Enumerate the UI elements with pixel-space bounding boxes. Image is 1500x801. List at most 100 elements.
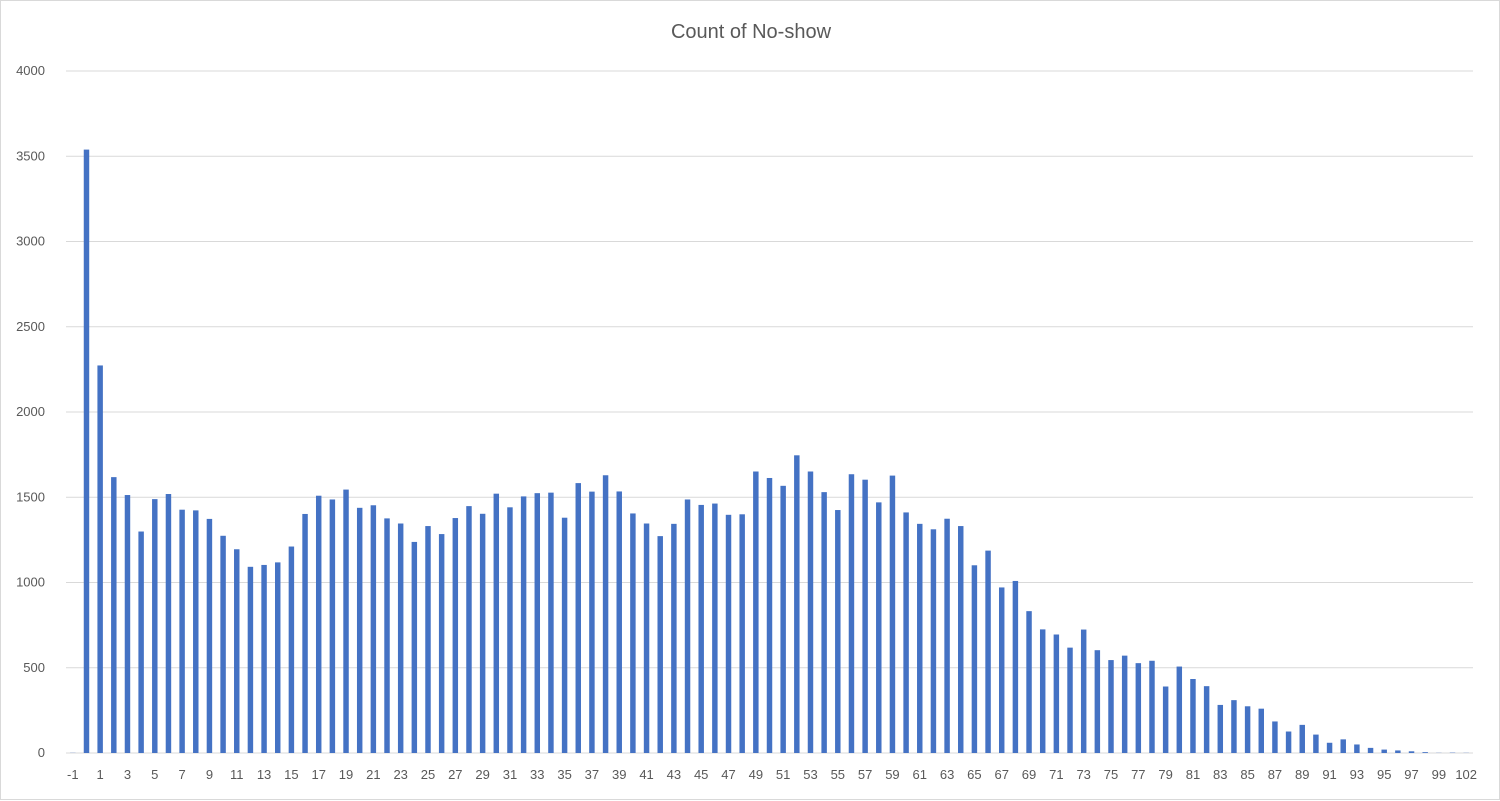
bar-81: [1190, 679, 1195, 753]
bar-27: [453, 518, 458, 753]
bar-26: [439, 534, 444, 753]
bar-13: [261, 565, 266, 753]
bar-49: [753, 472, 758, 753]
bar-1: [97, 365, 102, 753]
x-tick-label: 77: [1131, 767, 1145, 782]
x-tick-label: 7: [178, 767, 185, 782]
y-tick-label: 4000: [16, 63, 45, 78]
bar-74: [1095, 650, 1100, 753]
bar-17: [316, 496, 321, 753]
x-tick-label: 57: [858, 767, 872, 782]
y-tick-label: 0: [38, 745, 45, 760]
bar-63: [944, 519, 949, 753]
bar-61: [917, 524, 922, 753]
x-tick-label: 15: [284, 767, 298, 782]
bar-6: [166, 494, 171, 753]
bar-54: [821, 492, 826, 753]
bar-3: [125, 495, 130, 753]
bar-28: [466, 506, 471, 753]
bar-53: [808, 472, 813, 753]
bar-75: [1108, 660, 1113, 753]
bar-14: [275, 562, 280, 753]
bar-38: [603, 475, 608, 753]
bar-40: [630, 513, 635, 753]
bar-68: [1013, 581, 1018, 753]
bar-7: [179, 510, 184, 753]
x-tick-label: 53: [803, 767, 817, 782]
x-tick-label: 3: [124, 767, 131, 782]
bar-25: [425, 526, 430, 753]
bar-62: [931, 529, 936, 753]
x-tick-label: 73: [1076, 767, 1090, 782]
bar-39: [617, 491, 622, 753]
bar-71: [1054, 635, 1059, 753]
x-tick-label: 55: [831, 767, 845, 782]
bar-98: [1422, 752, 1427, 753]
x-tick-label: 17: [311, 767, 325, 782]
bar-36: [576, 483, 581, 753]
bar-44: [685, 499, 690, 753]
x-tick-label: 33: [530, 767, 544, 782]
bar-48: [739, 514, 744, 753]
bar-64: [958, 526, 963, 753]
x-tick-label: 25: [421, 767, 435, 782]
bar-9: [207, 519, 212, 753]
bar-43: [671, 524, 676, 753]
bar-31: [507, 507, 512, 753]
x-tick-label: 99: [1432, 767, 1446, 782]
bar-60: [903, 512, 908, 753]
bar-52: [794, 455, 799, 753]
x-tick-label: 71: [1049, 767, 1063, 782]
bar-19: [343, 490, 348, 753]
x-tick-label: 9: [206, 767, 213, 782]
bar-73: [1081, 630, 1086, 753]
bar-22: [384, 518, 389, 753]
x-tick-label: 19: [339, 767, 353, 782]
bar-95: [1381, 750, 1386, 753]
x-tick-label: 49: [749, 767, 763, 782]
x-tick-label: 11: [230, 767, 244, 782]
bar-85: [1245, 706, 1250, 753]
x-tick-label: 43: [667, 767, 681, 782]
bar-51: [780, 486, 785, 753]
bar-86: [1259, 709, 1264, 753]
bar-46: [712, 504, 717, 753]
bar-69: [1026, 611, 1031, 753]
bar-97: [1409, 751, 1414, 753]
bar-11: [234, 549, 239, 753]
x-tick-label: 51: [776, 767, 790, 782]
x-tick-label: 67: [994, 767, 1008, 782]
bar-66: [985, 551, 990, 753]
bar-70: [1040, 629, 1045, 753]
y-tick-label: 1500: [16, 489, 45, 504]
x-tick-label: 97: [1404, 767, 1418, 782]
x-tick-label: 23: [393, 767, 407, 782]
x-tick-label: 102: [1455, 767, 1477, 782]
bar-33: [535, 493, 540, 753]
x-tick-label: 85: [1240, 767, 1254, 782]
bar-23: [398, 524, 403, 753]
bar-47: [726, 515, 731, 753]
y-tick-label: 3500: [16, 148, 45, 163]
bar-18: [330, 499, 335, 753]
bar-41: [644, 524, 649, 753]
x-tick-label: 81: [1186, 767, 1200, 782]
bar-2: [111, 477, 116, 753]
bar-37: [589, 492, 594, 753]
x-tick-label: -1: [67, 767, 79, 782]
x-tick-label: 75: [1104, 767, 1118, 782]
bar-42: [657, 536, 662, 753]
x-tick-label: 59: [885, 767, 899, 782]
bar-84: [1231, 700, 1236, 753]
x-tick-label: 61: [913, 767, 927, 782]
y-tick-label: 500: [23, 660, 45, 675]
bar-16: [302, 514, 307, 753]
x-tick-label: 37: [585, 767, 599, 782]
bar-87: [1272, 721, 1277, 753]
y-tick-label: 1000: [16, 575, 45, 590]
bar-24: [412, 542, 417, 753]
x-tick-label: 79: [1158, 767, 1172, 782]
x-tick-label: 91: [1322, 767, 1336, 782]
x-tick-label: 35: [557, 767, 571, 782]
